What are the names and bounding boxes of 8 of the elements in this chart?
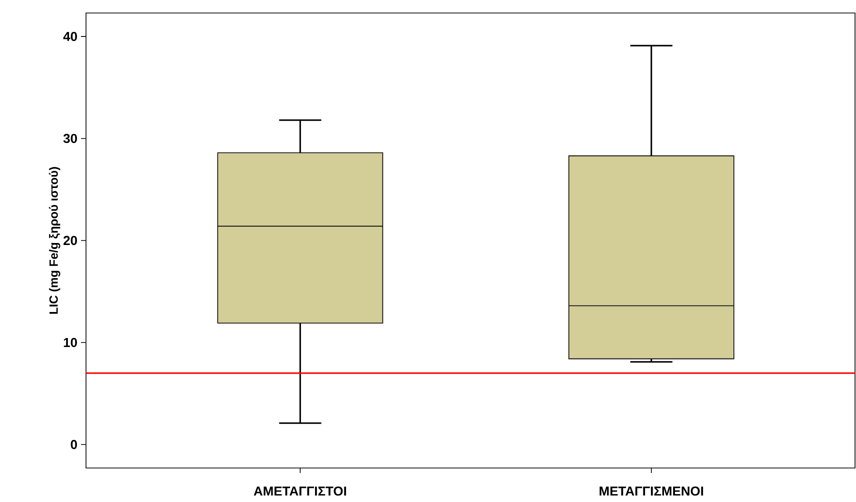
y-tick-label: 40: [63, 32, 77, 42]
y-tick-label: 10: [64, 338, 77, 348]
y-tick-label: 20: [64, 236, 77, 246]
y-axis-title: LIC (mg Fe/g ξηρού ιστού): [48, 167, 60, 314]
y-tick-label: 30: [63, 134, 77, 144]
x-tick-label: ΑΜΕΤΑΓΓΙΣΤΟΙ: [254, 486, 346, 496]
y-tick-label: 0: [70, 440, 77, 450]
x-tick-label: ΜΕΤΑΓΓΙΣΜΕΝΟΙ: [600, 486, 704, 496]
